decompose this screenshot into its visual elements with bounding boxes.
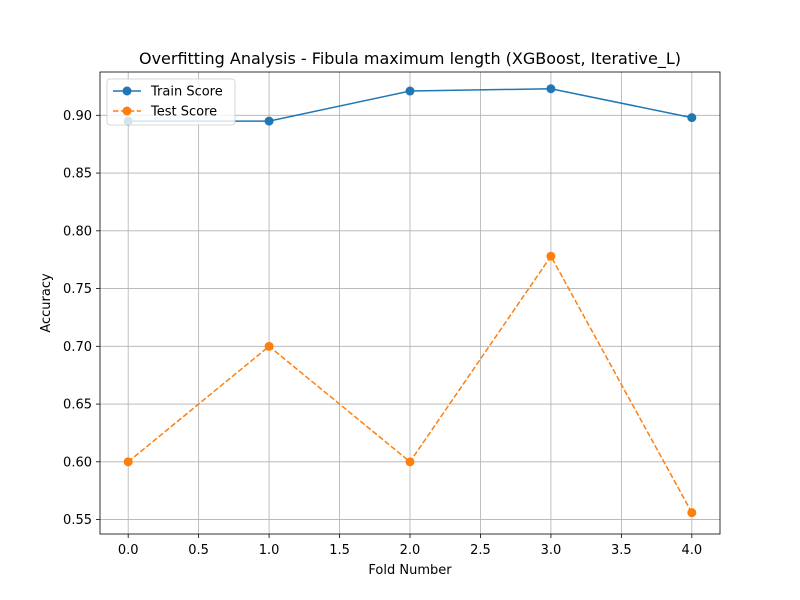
y-tick-label: 0.60 xyxy=(63,455,92,470)
train-score-point xyxy=(264,116,274,126)
x-tick-label: 3.5 xyxy=(611,543,632,558)
x-tick-label: 2.0 xyxy=(400,543,421,558)
train-score-point xyxy=(546,84,556,94)
train-score-legend-marker xyxy=(122,86,132,96)
x-tick-label: 1.0 xyxy=(259,543,280,558)
y-tick-label: 0.85 xyxy=(63,167,92,182)
test-score-point xyxy=(123,457,133,467)
legend-label: Test Score xyxy=(150,105,217,120)
test-score-point xyxy=(405,457,415,467)
x-axis: 0.0 0.5 1.0 1.5 2.0 2.5 3.0 3.5 4.0 xyxy=(118,534,702,558)
chart-title: Overfitting Analysis - Fibula maximum le… xyxy=(139,49,681,69)
test-score-point xyxy=(546,251,556,261)
legend: Train Score Test Score xyxy=(106,78,236,126)
test-score-point xyxy=(264,341,274,351)
x-axis-label: Fold Number xyxy=(368,563,452,578)
y-tick-label: 0.75 xyxy=(63,282,92,297)
y-tick-label: 0.55 xyxy=(63,513,92,528)
test-score-point xyxy=(687,508,697,518)
x-tick-label: 0.0 xyxy=(118,543,139,558)
x-tick-label: 3.0 xyxy=(541,543,562,558)
y-tick-label: 0.70 xyxy=(63,340,92,355)
train-score-point xyxy=(405,86,415,96)
y-axis: 0.55 0.60 0.65 0.70 0.75 0.80 0.85 0.90 xyxy=(63,109,100,528)
x-tick-label: 1.5 xyxy=(329,543,350,558)
x-tick-label: 0.5 xyxy=(188,543,209,558)
y-tick-label: 0.65 xyxy=(63,398,92,413)
test-score-legend-marker xyxy=(122,106,132,116)
y-tick-label: 0.90 xyxy=(63,109,92,124)
y-tick-label: 0.80 xyxy=(63,224,92,239)
train-score-point xyxy=(687,113,697,123)
y-axis-label: Accuracy xyxy=(39,273,54,333)
x-tick-label: 2.5 xyxy=(470,543,491,558)
x-tick-label: 4.0 xyxy=(681,543,702,558)
legend-label: Train Score xyxy=(150,85,223,100)
